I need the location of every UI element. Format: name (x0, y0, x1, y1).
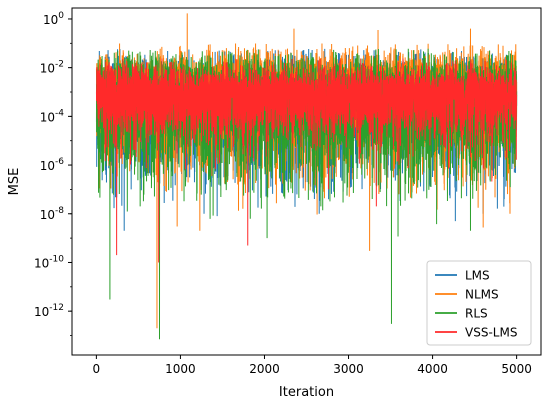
x-tick-label: 0 (93, 362, 101, 376)
x-tick-label: 3000 (333, 362, 364, 376)
x-tick-label: 1000 (165, 362, 196, 376)
plot-frame (71, 7, 542, 356)
y-axis-label: MSE (7, 168, 22, 196)
legend-label: NLMS (465, 288, 499, 302)
legend-item: LMS (435, 269, 490, 283)
y-tick-label: 10-8 (40, 206, 65, 222)
y-axis: 100 10-2 10-4 10-6 10-8 10-10 10-12 (34, 11, 72, 336)
x-tick-label: 2000 (249, 362, 280, 376)
legend: LMS NLMS RLS VSS-LMS (426, 260, 532, 346)
legend-label: RLS (465, 307, 488, 321)
x-axis: 0 1000 2000 3000 4000 5000 (93, 355, 532, 376)
x-tick-label: 5000 (501, 362, 532, 376)
y-tick-label: 10-12 (34, 303, 64, 319)
series-line-vss-lms (95, 58, 518, 263)
x-tick-label: 4000 (417, 362, 448, 376)
series-layer (95, 13, 518, 340)
legend-item: NLMS (435, 288, 499, 302)
y-tick-label: 10-2 (40, 60, 64, 76)
y-tick-label: 100 (43, 11, 64, 27)
y-tick-label: 10-4 (40, 108, 65, 124)
legend-label: LMS (465, 269, 490, 283)
legend-box (426, 260, 532, 346)
y-tick-label: 10-10 (34, 254, 64, 270)
legend-item: VSS-LMS (435, 326, 517, 340)
legend-label: VSS-LMS (465, 326, 517, 340)
x-axis-label: Iteration (279, 385, 334, 400)
y-tick-label: 10-6 (40, 157, 65, 173)
legend-item: RLS (435, 307, 488, 321)
